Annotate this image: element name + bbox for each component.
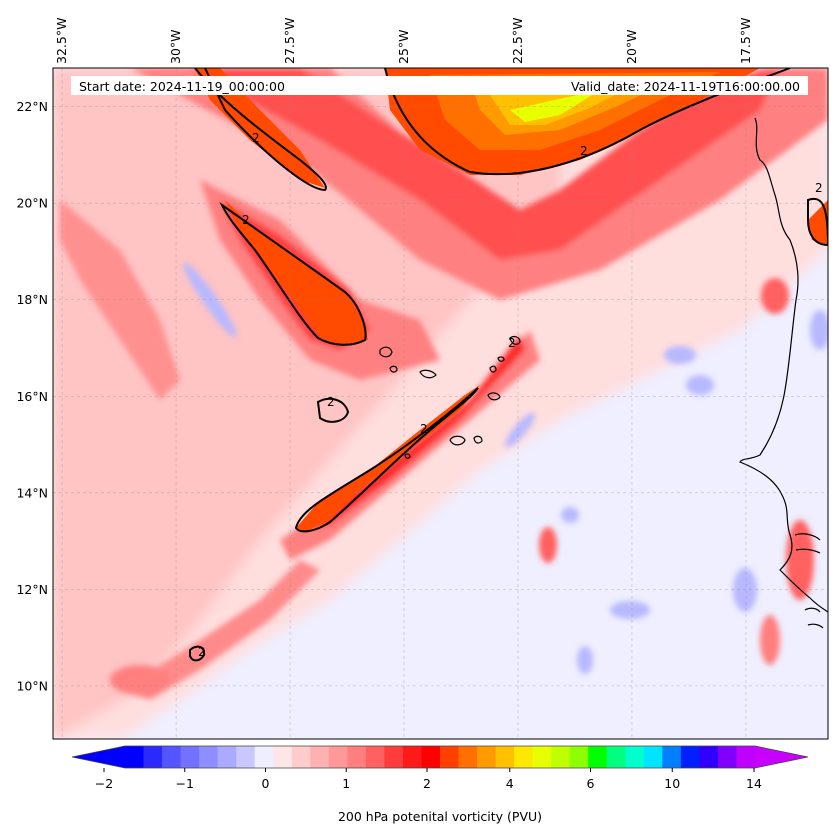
contour-label: 2: [580, 144, 588, 158]
colorbar-segment: [625, 746, 645, 768]
map-area: 2 2 2 2 2 2 2 2: [53, 68, 828, 739]
longitude-tick-label: 17.5°W: [738, 18, 753, 64]
longitude-tick-label: 22.5°W: [510, 18, 525, 64]
contour-label: 2: [198, 645, 206, 659]
colorbar-segment: [162, 746, 182, 768]
contour-labels: 2 2 2 2 2 2 2 2: [198, 131, 823, 659]
contour-label: 2: [327, 395, 335, 409]
colorbar-tick-label: −1: [176, 776, 194, 791]
longitude-tick-label: 30°W: [168, 29, 183, 64]
colorbar-segment: [217, 746, 237, 768]
colorbar-segment: [643, 746, 663, 768]
colorbar-label: 200 hPa potenital vorticity (PVU): [338, 809, 542, 824]
longitude-tick-label: 20°W: [624, 29, 639, 64]
colorbar-segment: [736, 746, 756, 768]
latitude-tick-label: 20°N: [16, 196, 48, 211]
colorbar-tick-label: 1: [342, 776, 350, 791]
contour-label: 2: [508, 336, 516, 350]
colorbar-segment: [551, 746, 571, 768]
contour-label: 2: [815, 181, 823, 195]
colorbar-tick-label: −2: [95, 776, 113, 791]
colorbar-segment: [495, 746, 515, 768]
colorbar-extend-high: [755, 746, 808, 768]
colorbar-segment: [143, 746, 163, 768]
latitude-tick-labels: 22°N 20°N 18°N 16°N 14°N 12°N 10°N: [16, 99, 48, 693]
gridlines: [53, 68, 828, 739]
colorbar-tick-label: 6: [587, 776, 595, 791]
colorbar-tick-label: 4: [506, 776, 514, 791]
colorbar-segment: [514, 746, 534, 768]
longitude-tick-label: 32.5°W: [54, 18, 69, 64]
date-info-box: Start date: 2024-11-19_00:00:00 Valid_da…: [71, 76, 808, 95]
colorbar-segment: [477, 746, 497, 768]
map-frame: [52, 67, 829, 740]
colorbar-segment: [199, 746, 219, 768]
colorbar-segment: [699, 746, 719, 768]
longitude-tick-label: 27.5°W: [282, 18, 297, 64]
colorbar-segment: [402, 746, 422, 768]
colorbar-segment: [384, 746, 404, 768]
colorbar-segment: [588, 746, 608, 768]
latitude-tick-label: 14°N: [16, 485, 48, 500]
colorbar-segment: [365, 746, 385, 768]
colorbar-segment: [236, 746, 256, 768]
colorbar-tick-label: 10: [664, 776, 680, 791]
contour-label: 2: [420, 422, 428, 436]
colorbar-segment: [569, 746, 589, 768]
date-info-background: [71, 76, 808, 95]
colorbar-tick-labels: −2 −1 0 1 2 4 6 10 14: [95, 768, 762, 791]
colorbar-segment: [254, 746, 274, 768]
colorbar-segment: [125, 746, 145, 768]
latitude-tick-label: 16°N: [16, 389, 48, 404]
colorbar-frame: [71, 745, 809, 769]
coastlines: [379, 117, 828, 629]
valid-date-text: Valid_date: 2024-11-19T16:00:00.00: [571, 79, 800, 94]
colorbar-segment: [662, 746, 682, 768]
latitude-tick-label: 10°N: [16, 678, 48, 693]
colorbar-segment: [310, 746, 330, 768]
colorbar-tick-label: 0: [262, 776, 270, 791]
colorbar-segment: [180, 746, 200, 768]
colorbar-segment: [347, 746, 367, 768]
colorbar-segment: [440, 746, 460, 768]
latitude-tick-label: 18°N: [16, 292, 48, 307]
colorbar-segment: [458, 746, 478, 768]
contour-label: 2: [252, 131, 260, 145]
colorbar-tick-label: 14: [746, 776, 762, 791]
start-date-text: Start date: 2024-11-19_00:00:00: [79, 79, 285, 94]
colorbar-segment: [606, 746, 626, 768]
contour-label: 2: [242, 213, 250, 227]
africa-coastline: [739, 117, 828, 613]
latitude-tick-label: 12°N: [16, 582, 48, 597]
colorbar-segment: [717, 746, 737, 768]
colorbar-segment: [421, 746, 441, 768]
longitude-tick-labels: 32.5°W 30°W 27.5°W 25°W 22.5°W 20°W 17.5°W: [54, 18, 753, 64]
colorbar-segment: [532, 746, 552, 768]
latitude-tick-label: 22°N: [16, 99, 48, 114]
colorbar-segment: [273, 746, 293, 768]
colorbar: [71, 745, 809, 769]
colorbar-tick-label: 2: [423, 776, 431, 791]
longitude-tick-label: 25°W: [396, 29, 411, 64]
colorbar-extend-low: [72, 746, 125, 768]
colorbar-segment: [291, 746, 311, 768]
colorbar-segment: [328, 746, 348, 768]
colorbar-segment: [680, 746, 700, 768]
